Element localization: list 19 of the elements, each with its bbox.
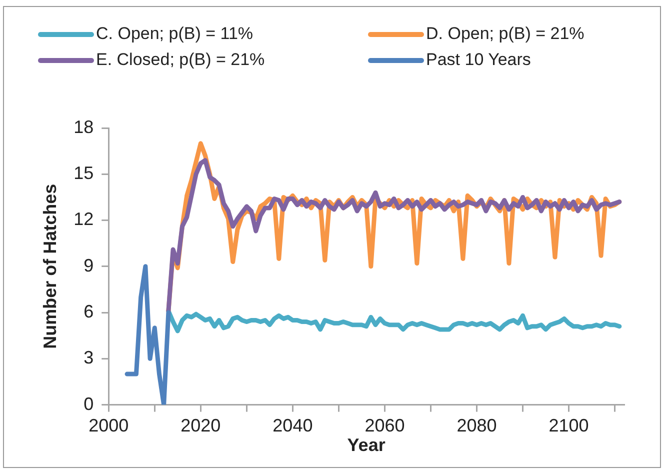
x-tick-label: 2040 [272,416,313,436]
y-tick-label: 9 [84,255,94,276]
y-axis-title: Number of Hatches [40,184,60,349]
x-tick-label: 2060 [364,416,405,436]
y-tick-label: 3 [84,348,94,368]
x-axis-title: Year [347,435,386,456]
y-tick-label: 15 [74,163,94,184]
x-tick-label: 2100 [548,416,589,436]
legend-label: E. Closed; p(B) = 21% [96,50,265,70]
y-tick-label: 0 [84,394,94,414]
x-tick-label: 2020 [180,416,221,436]
x-tick-label: 2000 [88,416,129,436]
y-tick-label: 12 [74,209,94,230]
legend-label: C. Open; p(B) = 11% [96,24,254,44]
y-tick-label: 6 [84,302,94,322]
legend-label: D. Open; p(B) = 21% [426,24,584,44]
legend-label: Past 10 Years [426,50,531,70]
x-tick-label: 2080 [456,416,497,436]
y-tick-label: 18 [74,116,94,137]
